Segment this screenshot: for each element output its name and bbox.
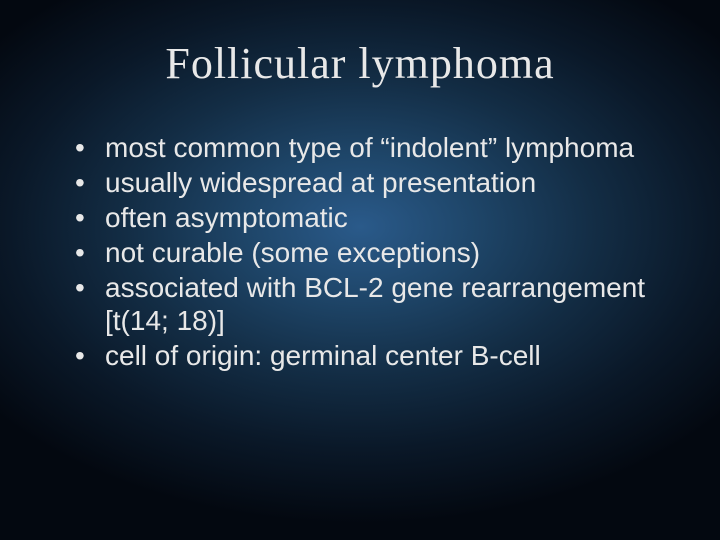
list-item: cell of origin: germinal center B-cell	[75, 339, 665, 372]
list-item: not curable (some exceptions)	[75, 236, 665, 269]
list-item: associated with BCL-2 gene rearrangement…	[75, 271, 665, 337]
slide: Follicular lymphoma most common type of …	[0, 0, 720, 540]
list-item: usually widespread at presentation	[75, 166, 665, 199]
slide-title: Follicular lymphoma	[55, 38, 665, 89]
list-item: often asymptomatic	[75, 201, 665, 234]
bullet-list: most common type of “indolent” lymphoma …	[55, 131, 665, 372]
list-item: most common type of “indolent” lymphoma	[75, 131, 665, 164]
